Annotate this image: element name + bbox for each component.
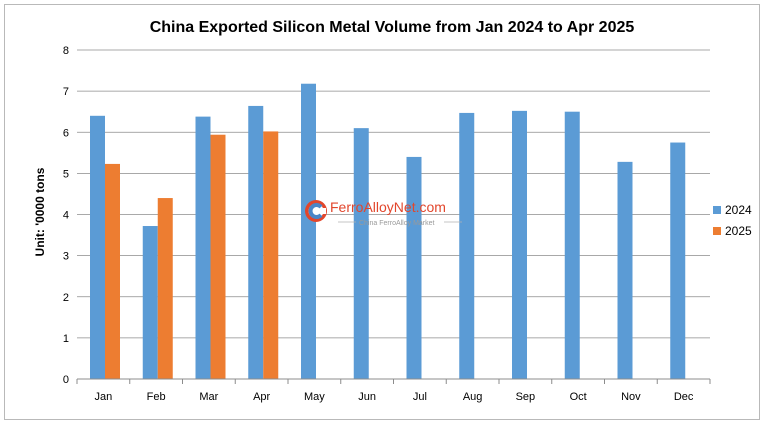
y-tick-label: 5 bbox=[63, 168, 69, 180]
watermark-tagline: China FerroAlloy Market bbox=[359, 220, 435, 227]
watermark-brand: FerroAlloyNet.com bbox=[330, 199, 446, 215]
bar-2024-mar bbox=[195, 116, 211, 379]
x-axis bbox=[76, 378, 711, 384]
x-tick-label: Jul bbox=[413, 391, 427, 403]
x-tick-label: Apr bbox=[253, 391, 270, 403]
x-tick-label: Sep bbox=[516, 391, 536, 403]
y-axis-ticks: 0 1 2 3 4 5 6 7 8 bbox=[63, 45, 69, 386]
y-tick-label: 2 bbox=[63, 292, 69, 304]
gridlines bbox=[77, 49, 710, 339]
y-tick-label: 3 bbox=[63, 251, 69, 263]
bar-2024-may bbox=[301, 83, 316, 379]
y-tick-label: 8 bbox=[63, 45, 69, 57]
x-tick-label: Oct bbox=[570, 391, 587, 403]
bar-2025-apr bbox=[263, 131, 279, 379]
bar-2024-jan bbox=[90, 115, 105, 380]
y-tick-label: 7 bbox=[63, 86, 69, 98]
x-tick-label: Dec bbox=[674, 391, 694, 403]
y-tick-label: 1 bbox=[63, 333, 69, 345]
y-tick-label: 4 bbox=[63, 210, 69, 222]
x-tick-label: Aug bbox=[463, 391, 483, 403]
bar-2025-jan bbox=[105, 163, 120, 379]
bar-2025-feb bbox=[157, 198, 173, 379]
bar-2024-jun bbox=[353, 128, 369, 379]
x-tick-label: May bbox=[304, 391, 325, 403]
y-tick-label: 6 bbox=[63, 127, 69, 139]
bar-2024-oct bbox=[564, 111, 580, 379]
chart-frame bbox=[4, 4, 760, 420]
bars bbox=[90, 83, 686, 380]
legend-swatch-2025 bbox=[713, 227, 721, 235]
x-tick-label: Jan bbox=[95, 391, 113, 403]
bar-2024-nov bbox=[617, 161, 633, 379]
bar-2024-jul bbox=[406, 156, 422, 379]
x-tick-label: Feb bbox=[147, 391, 166, 403]
legend-swatch-2024 bbox=[713, 206, 721, 214]
legend: 2024 2025 bbox=[713, 203, 752, 238]
bar-2024-sep bbox=[512, 110, 527, 380]
legend-label-2024: 2024 bbox=[725, 203, 752, 217]
bar-2025-mar bbox=[210, 134, 226, 379]
x-tick-label: Jun bbox=[358, 391, 376, 403]
bar-2024-dec bbox=[670, 142, 686, 379]
y-axis-label: Unit: '0000 tons bbox=[33, 167, 47, 256]
chart-title: China Exported Silicon Metal Volume from… bbox=[150, 19, 635, 36]
bar-2024-aug bbox=[459, 112, 475, 379]
bar-2024-apr bbox=[248, 105, 264, 380]
watermark: FerroAlloyNet.com China FerroAlloy Marke… bbox=[305, 199, 462, 227]
x-tick-label: Nov bbox=[621, 391, 641, 403]
bar-2024-feb bbox=[142, 226, 158, 379]
ferroalloynet-logo-icon bbox=[305, 200, 327, 222]
legend-label-2025: 2025 bbox=[725, 224, 752, 238]
x-tick-label: Mar bbox=[199, 391, 218, 403]
y-tick-label: 0 bbox=[63, 374, 69, 386]
x-axis-ticks: Jan Feb Mar Apr May Jun Jul Aug Sep Oct Nov Dec bbox=[95, 391, 694, 403]
